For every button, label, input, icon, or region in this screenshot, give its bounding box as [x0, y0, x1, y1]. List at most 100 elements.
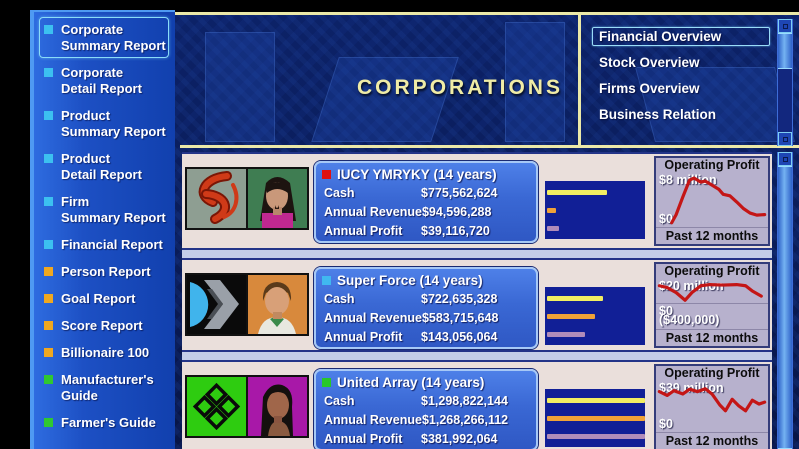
chart-title: Operating Profit — [664, 158, 760, 172]
cash-label: Cash — [324, 394, 355, 408]
cash-value: $1,298,822,144 — [421, 394, 508, 408]
operating-profit-chart: Operating Profit $20 million $0 ($400,00… — [654, 262, 770, 348]
bullet-icon — [44, 321, 53, 330]
scroll-down-icon[interactable] — [778, 132, 792, 146]
cash-value: $775,562,624 — [421, 186, 498, 200]
corporation-info-panel[interactable]: United Array (14 years) Cash $1,298,822,… — [314, 369, 538, 449]
corporation-age: (14 years) — [419, 273, 483, 288]
chart-area: $20 million $0 ($400,000) — [656, 279, 768, 329]
comparison-bar-chart — [545, 389, 645, 447]
sidebar-item-product-summary-report[interactable]: Product Summary Report — [42, 108, 175, 140]
ceo-portrait-image[interactable] — [248, 377, 307, 436]
revenue-value: $1,268,266,112 — [421, 413, 509, 427]
sidebar-item-manufacturers-guide[interactable]: Manufacturer's Guide — [42, 372, 175, 404]
menu-scrollbar[interactable] — [777, 19, 793, 146]
corporation-name: Super Force — [337, 273, 416, 288]
profit-bar — [547, 434, 645, 439]
sidebar-item-score-report[interactable]: Score Report — [42, 318, 175, 334]
sidebar-item-farmers-guide[interactable]: Farmer's Guide — [42, 415, 175, 431]
revenue-bar — [547, 208, 556, 213]
cash-label: Cash — [324, 292, 355, 306]
sidebar-item-firm-summary-report[interactable]: Firm Summary Report — [42, 194, 175, 226]
profit-value: $381,992,064 — [421, 432, 498, 446]
revenue-row: Annual Revenue $583,715,648 — [324, 309, 528, 328]
chart-max-label: $20 million — [659, 279, 724, 293]
chart-zero-label: $0 — [659, 417, 673, 431]
revenue-label: Annual Revenue — [324, 205, 422, 219]
sidebar-item-billionaire-100[interactable]: Billionaire 100 — [42, 345, 175, 361]
scrollbar-thumb[interactable] — [778, 33, 792, 69]
profit-label: Annual Profit — [324, 224, 403, 238]
operating-profit-chart: Operating Profit $39 million $0 Past 12 … — [654, 364, 770, 449]
profit-label: Annual Profit — [324, 330, 403, 344]
scrollbar-track[interactable] — [778, 69, 792, 132]
operating-profit-chart: Operating Profit $8 million $0 Past 12 m… — [654, 156, 770, 246]
zero-axis-line — [656, 303, 768, 304]
corporation-info-panel[interactable]: IUCY YMRYKY (14 years) Cash $775,562,624… — [314, 161, 538, 243]
chart-footer: Past 12 months — [656, 329, 768, 346]
corporation-card: IUCY YMRYKY (14 years) Cash $775,562,624… — [182, 152, 772, 250]
chart-max-label: $39 million — [659, 381, 724, 395]
sidebar-item-financial-report[interactable]: Financial Report — [42, 237, 175, 253]
revenue-value: $94,596,288 — [421, 205, 492, 219]
profit-row: Annual Profit $381,992,064 — [324, 430, 528, 449]
corporation-logo-image[interactable] — [187, 275, 246, 334]
menu-item-business-relation[interactable]: Business Relation — [599, 107, 717, 122]
bullet-icon — [44, 267, 53, 276]
sidebar-item-person-report[interactable]: Person Report — [42, 264, 175, 280]
chart-title: Operating Profit — [664, 366, 760, 380]
chart-footer: Past 12 months — [656, 227, 768, 244]
sidebar-item-label: Firm Summary Report — [61, 194, 166, 225]
bullet-icon — [44, 375, 53, 384]
accent-line-vertical — [578, 15, 581, 145]
profit-row: Annual Profit $143,056,064 — [324, 328, 528, 347]
cash-bar — [547, 398, 645, 403]
revenue-row: Annual Revenue $1,268,266,112 — [324, 411, 528, 430]
sidebar-item-corporate-summary-report[interactable]: Corporate Summary Report — [42, 22, 166, 54]
comparison-bar-chart — [545, 287, 645, 345]
content-scrollbar[interactable] — [777, 152, 793, 449]
sidebar-item-label: Corporate Detail Report — [61, 65, 142, 96]
corporation-logos — [185, 273, 309, 336]
scroll-up-icon[interactable] — [778, 19, 792, 33]
cash-label: Cash — [324, 186, 355, 200]
scrollbar-thumb[interactable] — [778, 166, 792, 449]
sidebar-item-label: Person Report — [61, 264, 151, 279]
scroll-up-icon[interactable] — [778, 152, 792, 166]
menu-item-financial-overview[interactable]: Financial Overview — [592, 27, 770, 46]
ceo-portrait-image[interactable] — [248, 275, 307, 334]
corporation-name: IUCY YMRYKY — [337, 167, 430, 182]
profit-bar — [547, 226, 559, 231]
corporation-info-panel[interactable]: Super Force (14 years) Cash $722,635,328… — [314, 267, 538, 349]
corporation-logo-image[interactable] — [187, 169, 246, 228]
page-title: CORPORATIONS — [357, 76, 563, 99]
chart-footer: Past 12 months — [656, 432, 768, 449]
cash-row: Cash $722,635,328 — [324, 290, 528, 309]
profit-bar — [547, 332, 585, 337]
corporation-bullet-icon — [322, 276, 331, 285]
chart-title: Operating Profit — [664, 264, 760, 278]
ceo-portrait-image[interactable] — [248, 169, 307, 228]
corporation-logo-image[interactable] — [187, 377, 246, 436]
revenue-value: $583,715,648 — [421, 311, 499, 325]
bullet-icon — [44, 68, 53, 77]
corporation-name: United Array — [337, 375, 418, 390]
corporation-title: United Array (14 years) — [322, 374, 528, 392]
sidebar-item-label: Score Report — [61, 318, 143, 333]
sidebar-selected-frame: Corporate Summary Report — [39, 17, 169, 58]
sidebar-item-corporate-detail-report[interactable]: Corporate Detail Report — [42, 65, 175, 97]
bullet-icon — [44, 418, 53, 427]
building-shape — [205, 32, 275, 142]
profit-label: Annual Profit — [324, 432, 403, 446]
sidebar-item-goal-report[interactable]: Goal Report — [42, 291, 175, 307]
corporation-title: IUCY YMRYKY (14 years) — [322, 166, 528, 184]
sidebar-item-label: Corporate Summary Report — [61, 22, 166, 53]
cash-bar — [547, 190, 607, 195]
corporation-title: Super Force (14 years) — [322, 272, 528, 290]
sidebar-item-product-detail-report[interactable]: Product Detail Report — [42, 151, 175, 183]
profit-value: $143,056,064 — [421, 330, 498, 344]
chart-area: $8 million $0 — [656, 173, 768, 227]
menu-item-firms-overview[interactable]: Firms Overview — [599, 81, 700, 96]
corporation-bullet-icon — [322, 378, 331, 387]
menu-item-stock-overview[interactable]: Stock Overview — [599, 55, 700, 70]
